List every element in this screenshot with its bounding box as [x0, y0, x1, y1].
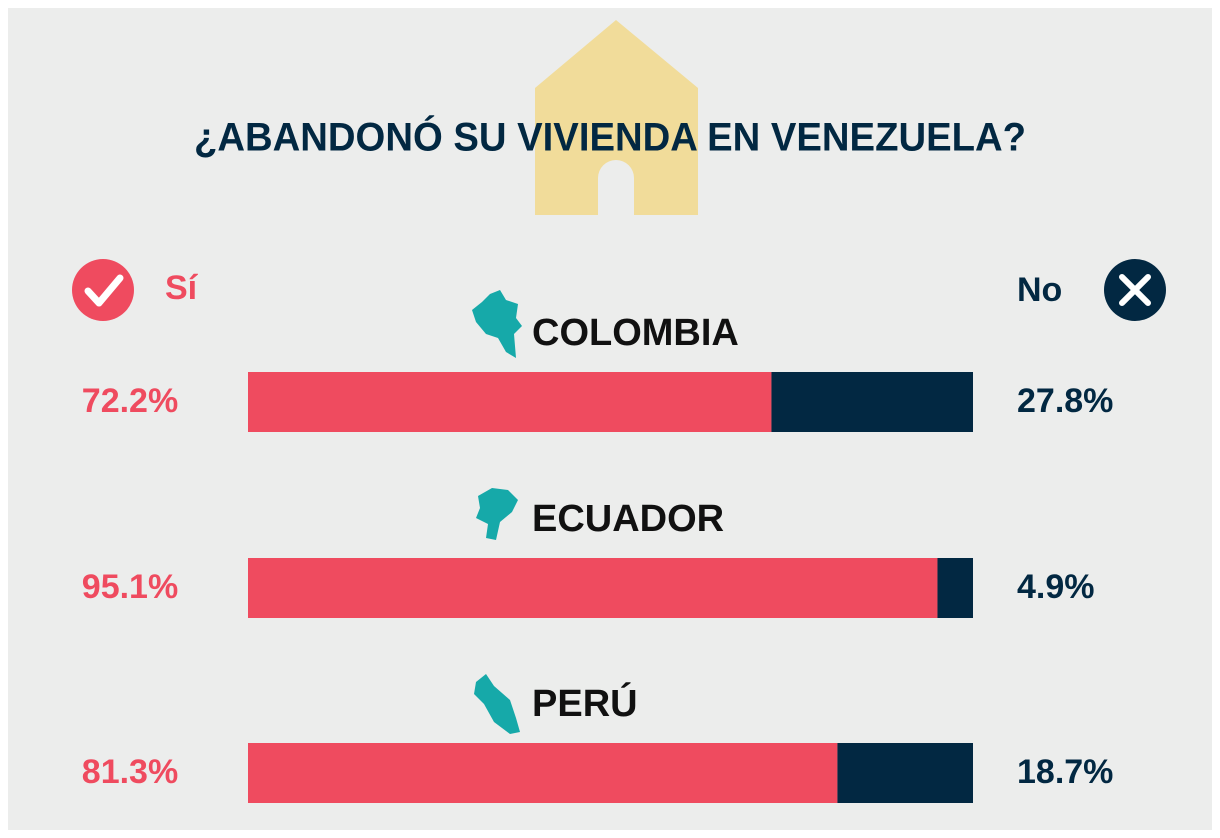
map-icon: [474, 674, 520, 734]
value-label: 27.8%: [1017, 382, 1113, 420]
category-label: COLOMBIA: [532, 312, 739, 354]
bar-segment: [248, 372, 772, 432]
value-label: 72.2%: [82, 382, 178, 420]
bar-segment: [937, 558, 973, 618]
bar-segment: [248, 743, 838, 803]
category-label: ECUADOR: [532, 498, 724, 540]
bar-segment: [248, 558, 938, 618]
chart-title: ¿ABANDONÓ SU VIVIENDA EN VENEZUELA?: [194, 114, 1026, 160]
check-mark: [84, 274, 124, 307]
value-label: 18.7%: [1017, 753, 1113, 791]
map-icon: [472, 290, 522, 358]
value-label: 81.3%: [82, 753, 178, 791]
yes-icon: [72, 259, 134, 321]
value-label: 4.9%: [1017, 568, 1095, 606]
bar-segment: [771, 372, 973, 432]
x-mark: [1119, 274, 1151, 306]
value-label: 95.1%: [82, 568, 178, 606]
bar-segment: [837, 743, 973, 803]
legend-label: No: [1017, 271, 1062, 309]
category-label: PERÚ: [532, 681, 638, 725]
map-icon: [476, 488, 518, 540]
house-icon: [535, 20, 698, 215]
legend-label: Sí: [165, 269, 199, 307]
